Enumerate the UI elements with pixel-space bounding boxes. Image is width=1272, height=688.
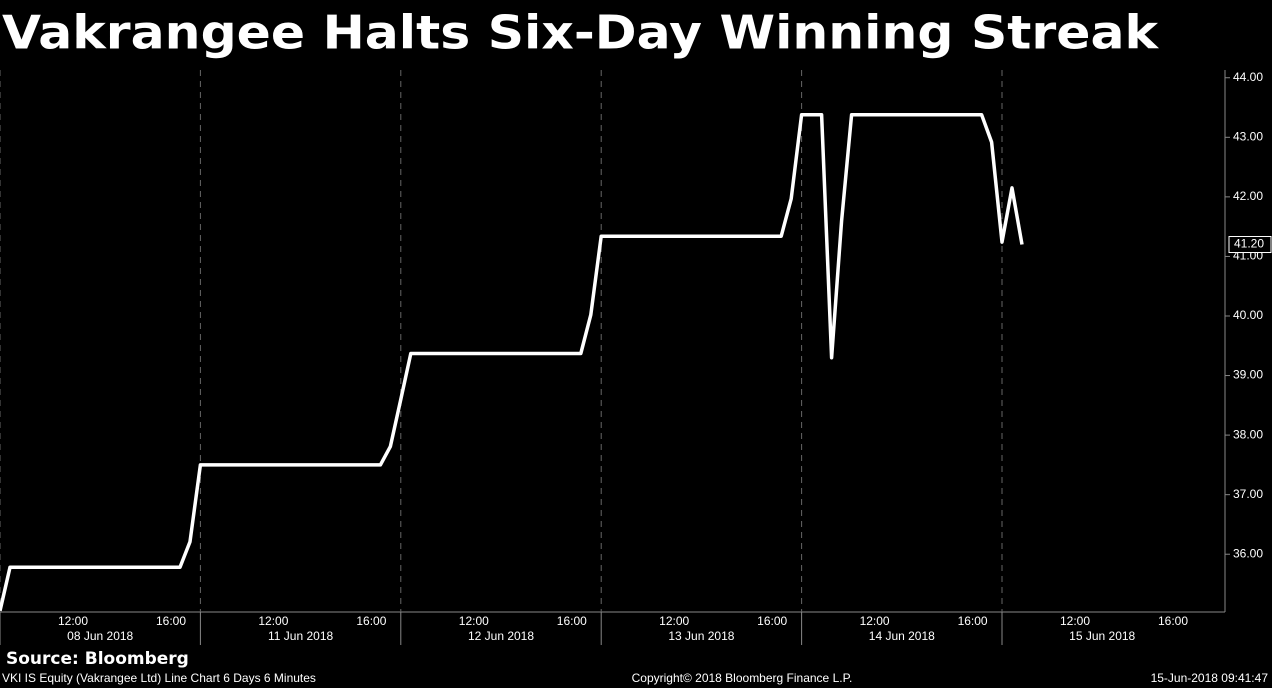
x-day-label: 11 Jun 2018 (268, 629, 333, 643)
y-tick-label: 44.00 (1233, 70, 1263, 84)
last-price-box (1228, 236, 1272, 254)
x-tick-label: 12:00 (1060, 614, 1090, 628)
x-tick-label: 12:00 (58, 614, 88, 628)
footer-right: 15-Jun-2018 09:41:47 (1151, 671, 1269, 685)
y-tick-label: 42.00 (1233, 189, 1263, 203)
footer-left: VKI IS Equity (Vakrangee Ltd) Line Chart… (2, 671, 316, 685)
y-tick-label: 43.00 (1233, 129, 1263, 143)
x-day-label: 15 Jun 2018 (1069, 629, 1135, 643)
y-tick-label: 40.00 (1233, 308, 1263, 322)
last-price-label: 41.20 (1234, 237, 1264, 251)
x-tick-label: 16:00 (557, 614, 587, 628)
x-day-label: 08 Jun 2018 (67, 629, 133, 643)
y-tick-label: 38.00 (1233, 427, 1263, 441)
x-tick-label: 12:00 (459, 614, 489, 628)
x-tick-label: 12:00 (258, 614, 288, 628)
price-line (0, 112, 1024, 612)
y-tick-label: 37.00 (1233, 487, 1263, 501)
x-tick-label: 16:00 (156, 614, 186, 628)
x-day-label: 14 Jun 2018 (869, 629, 935, 643)
x-tick-label: 16:00 (757, 614, 787, 628)
source: Source: Bloomberg (6, 649, 189, 669)
x-tick-label: 12:00 (860, 614, 890, 628)
y-tick-label: 36.00 (1233, 546, 1263, 560)
x-day-label: 13 Jun 2018 (668, 629, 734, 643)
x-tick-label: 16:00 (356, 614, 386, 628)
x-tick-label: 12:00 (659, 614, 689, 628)
footer-center: Copyright© 2018 Bloomberg Finance L.P. (632, 671, 853, 685)
y-tick-label: 39.00 (1233, 368, 1263, 382)
x-tick-label: 16:00 (1158, 614, 1188, 628)
chart-title: Vakrangee Halts Six-Day Winning Streak (2, 6, 1160, 60)
x-day-label: 12 Jun 2018 (468, 629, 534, 643)
x-tick-label: 16:00 (958, 614, 988, 628)
